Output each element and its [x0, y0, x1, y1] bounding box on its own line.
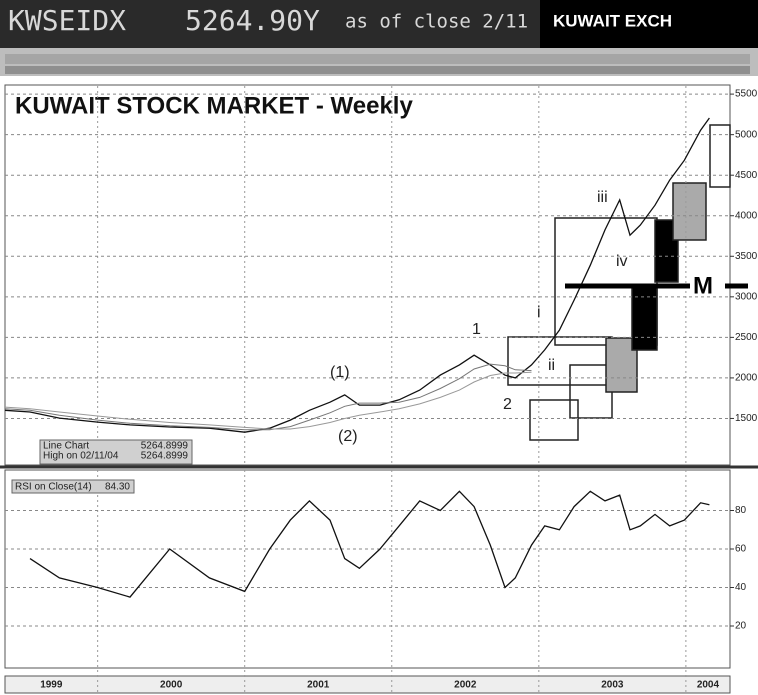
- info-label: Line Chart: [43, 441, 89, 452]
- as-of: as of close 2/11: [345, 11, 528, 33]
- y-tick-label: 1500: [735, 413, 758, 424]
- rsi-label-box: [11, 479, 135, 494]
- wave-box: [631, 284, 658, 351]
- annotation: (2): [338, 428, 358, 445]
- x-tick-label: 2000: [160, 680, 183, 691]
- x-tick-label: 2003: [601, 680, 624, 691]
- rsi-last: 84.30: [105, 482, 130, 493]
- exchange-bar: [540, 0, 758, 48]
- info-box: [39, 439, 193, 465]
- series-line: [29, 490, 710, 598]
- wave-box: [672, 182, 707, 241]
- price: 5264.90Y: [185, 4, 320, 37]
- annotation: iv: [616, 253, 628, 270]
- y-tick-label: 5500: [735, 89, 758, 100]
- info-label: High on 02/11/04: [43, 451, 119, 462]
- chart-title: KUWAIT STOCK MARKET - Weekly: [15, 92, 413, 119]
- annotation: 2: [503, 396, 512, 413]
- y-tick-label: 20: [735, 621, 747, 632]
- y-tick-label: 2000: [735, 373, 758, 384]
- series-line: [4, 363, 532, 431]
- rsi-label: RSI on Close(14): [15, 482, 92, 493]
- wave-box: [709, 124, 731, 188]
- y-tick-label: 4500: [735, 170, 758, 181]
- toolbar-row: [5, 54, 750, 64]
- series-line: [4, 371, 532, 430]
- series-line: [4, 117, 710, 433]
- y-tick-label: 3500: [735, 251, 758, 262]
- rsi-panel: [4, 469, 731, 669]
- y-tick-label: 2500: [735, 332, 758, 343]
- toolbar-row: [5, 66, 750, 74]
- x-tick-label: 1999: [40, 680, 63, 691]
- y-tick-label: 5000: [735, 129, 758, 140]
- ticker: KWSEIDX: [8, 4, 126, 37]
- y-tick-label: 4000: [735, 210, 758, 221]
- y-tick-label: 40: [735, 582, 747, 593]
- year-strip: [4, 675, 731, 694]
- annotation: i: [537, 304, 541, 321]
- annotation: iii: [597, 189, 608, 206]
- annotation: 1: [472, 321, 481, 338]
- wave-box: [529, 399, 579, 441]
- annotation: ii: [548, 357, 555, 374]
- x-tick-label: 2004: [697, 680, 720, 691]
- y-tick-label: 80: [735, 505, 747, 516]
- exchange: KUWAIT EXCH: [553, 11, 672, 30]
- info-value: 5264.8999: [141, 441, 189, 452]
- annotation: M: [693, 272, 713, 299]
- x-tick-label: 2001: [307, 680, 330, 691]
- y-tick-label: 60: [735, 544, 747, 555]
- x-tick-label: 2002: [454, 680, 477, 691]
- price-panel: [4, 84, 731, 466]
- info-value: 5264.8999: [141, 451, 189, 462]
- y-tick-label: 3000: [735, 291, 758, 302]
- annotation: (1): [330, 364, 350, 381]
